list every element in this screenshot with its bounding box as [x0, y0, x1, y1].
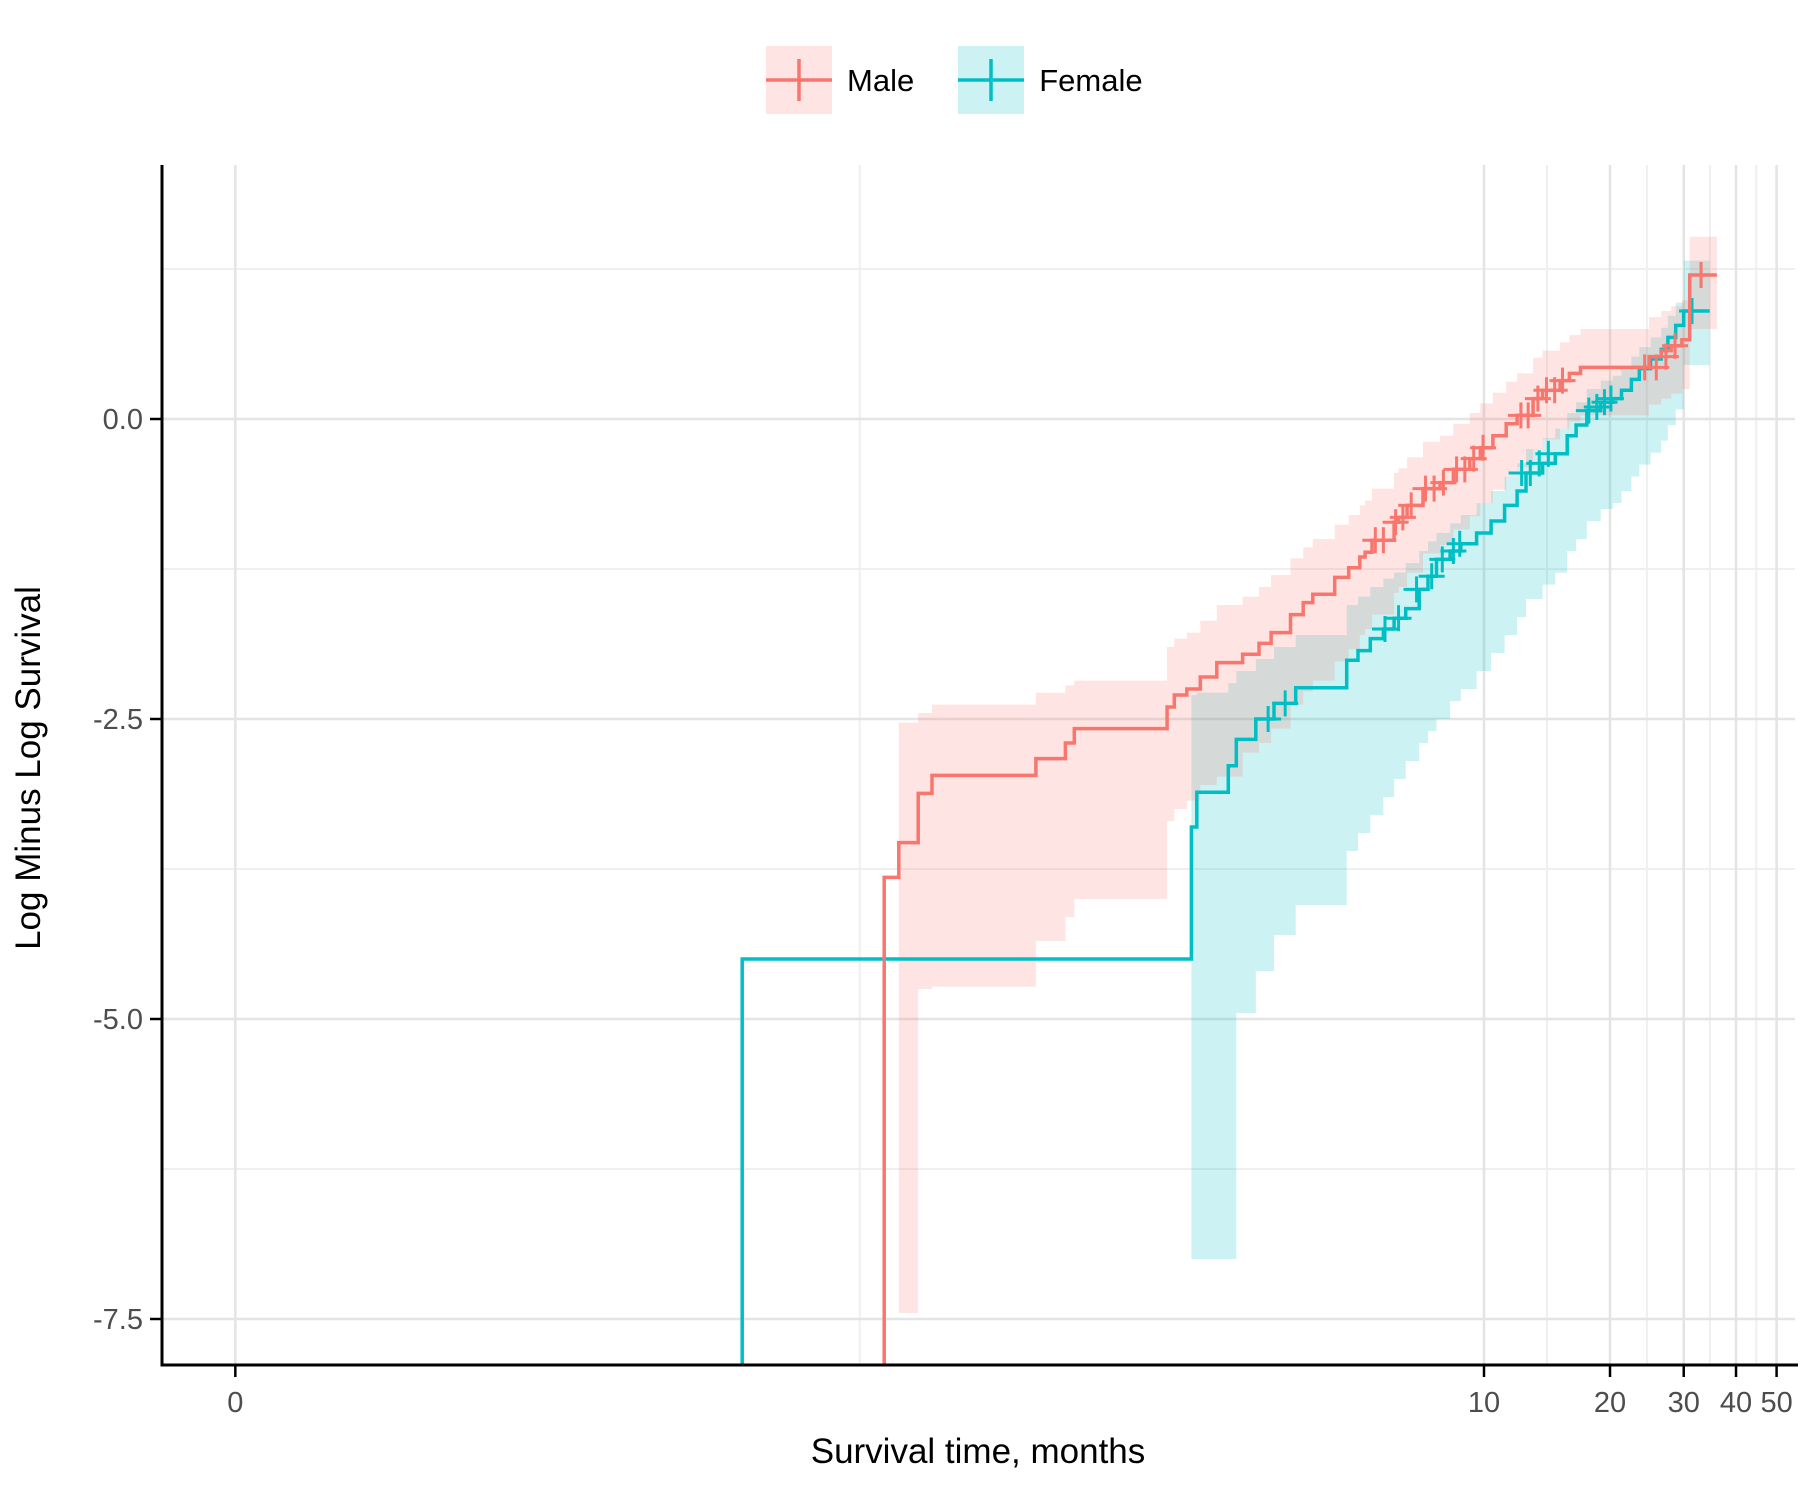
y-tick-label: -7.5	[93, 1304, 143, 1336]
legend-item-female: Female	[958, 46, 1143, 114]
legend-item-male: Male	[766, 46, 914, 114]
y-axis-title: Log Minus Log Survival	[9, 586, 48, 950]
y-tick-label: -5.0	[93, 1004, 143, 1036]
legend-key-male-icon	[766, 46, 832, 114]
y-tick-label: 0.0	[103, 404, 143, 436]
x-tick-label: 10	[1468, 1387, 1500, 1419]
legend-label-male: Male	[847, 62, 915, 98]
legend-label-female: Female	[1039, 62, 1143, 98]
legend: Male Female	[766, 46, 1143, 114]
y-tick-label: -2.5	[93, 704, 143, 736]
x-tick-label: 50	[1760, 1387, 1792, 1419]
legend-key-female-icon	[958, 46, 1025, 114]
confidence-band-male	[898, 236, 1717, 1314]
confidence-band-female	[1191, 260, 1710, 1260]
x-tick-label: 20	[1594, 1387, 1626, 1419]
x-tick-label: 0	[227, 1387, 243, 1419]
x-tick-label: 30	[1668, 1387, 1700, 1419]
x-tick-label: 40	[1720, 1387, 1752, 1419]
x-axis-title: Survival time, months	[810, 1432, 1146, 1471]
